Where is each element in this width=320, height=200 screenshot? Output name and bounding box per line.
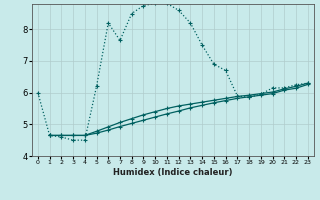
X-axis label: Humidex (Indice chaleur): Humidex (Indice chaleur)	[113, 168, 233, 177]
